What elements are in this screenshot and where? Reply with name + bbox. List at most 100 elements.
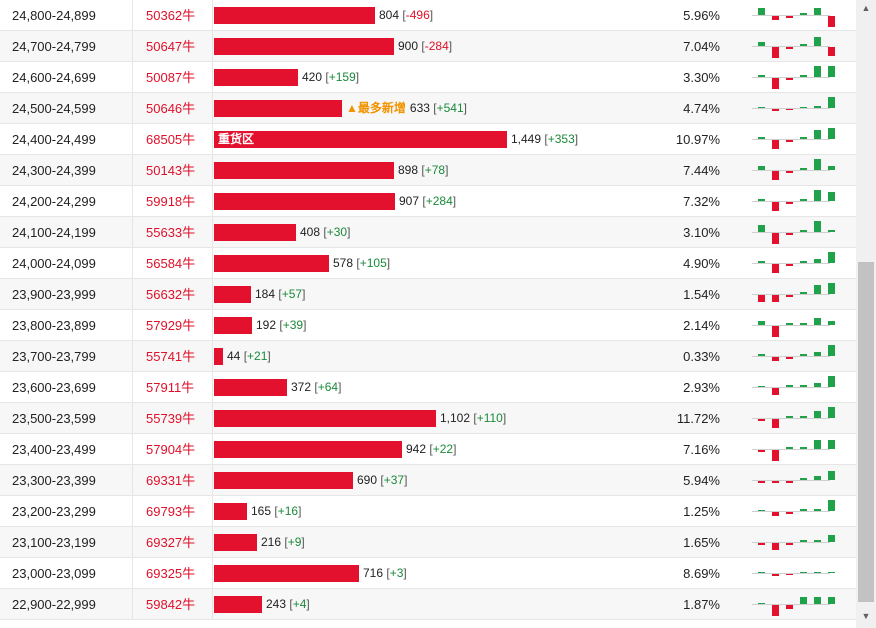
sparkline-chart (752, 372, 835, 403)
sparkline-bar (828, 230, 835, 232)
warrant-code-link[interactable]: 69325牛 (146, 566, 196, 581)
volume-change: +541 (436, 101, 464, 115)
warrant-code-link[interactable]: 56584牛 (146, 256, 196, 271)
sparkline-bar (772, 388, 779, 395)
volume-readout: 898 [+78] (398, 155, 448, 186)
warrant-code-link[interactable]: 55739牛 (146, 411, 196, 426)
bracket-open: [ (422, 194, 426, 208)
table-row[interactable]: 22,900-22,999 59842牛 243 [+4] 1.87% (0, 589, 856, 620)
table-row[interactable]: 23,400-23,499 57904牛 942 [+22] 7.16% (0, 434, 856, 465)
table-row[interactable]: 24,000-24,099 56584牛 578 [+105] 4.90% (0, 248, 856, 279)
sparkline-bar (828, 166, 835, 170)
warrant-code-link[interactable]: 50646牛 (146, 101, 196, 116)
volume-bar (214, 317, 252, 334)
column-divider (212, 527, 213, 557)
column-divider (132, 496, 133, 526)
warrant-code-link[interactable]: 50647牛 (146, 39, 196, 54)
sparkline-chart (752, 558, 835, 589)
column-divider (132, 93, 133, 123)
sparkline-bar (828, 597, 835, 604)
warrant-code-link[interactable]: 59842牛 (146, 597, 196, 612)
percentage-value: 11.72% (676, 411, 720, 426)
scroll-thumb[interactable] (858, 262, 874, 602)
volume-value: 716 (363, 566, 384, 580)
warrant-code-link[interactable]: 50143牛 (146, 163, 196, 178)
percentage-value: 1.25% (683, 504, 720, 519)
warrant-code-link[interactable]: 50362牛 (146, 8, 196, 23)
table-row[interactable]: 23,900-23,999 56632牛 184 [+57] 1.54% (0, 279, 856, 310)
sparkline-bar (786, 295, 793, 297)
column-divider (132, 62, 133, 92)
warrant-code-link[interactable]: 56632牛 (146, 287, 196, 302)
table-row[interactable]: 24,700-24,799 50647牛 900 [-284] 7.04% (0, 31, 856, 62)
column-divider (132, 31, 133, 61)
scroll-down-arrow-icon[interactable]: ▼ (861, 611, 871, 621)
volume-change: +22 (432, 442, 454, 456)
sparkline-bar (758, 107, 765, 108)
sparkline-bar (828, 376, 835, 387)
volume-readout: 192 [+39] (256, 310, 306, 341)
warrant-code-link[interactable]: 69327牛 (146, 535, 196, 550)
table-row[interactable]: 24,400-24,499 68505牛 重货区 1,449 [+353] 10.97% (0, 124, 856, 155)
table-row[interactable]: 24,600-24,699 50087牛 420 [+159] 3.30% (0, 62, 856, 93)
sparkline-bar (772, 47, 779, 58)
sparkline-baseline (752, 604, 830, 605)
sparkline-bar (800, 447, 807, 449)
volume-readout: 1,449 [+353] (511, 124, 578, 155)
warrant-code-link[interactable]: 69793牛 (146, 504, 196, 519)
heavy-zone-label: 重货区 (218, 132, 255, 146)
volume-value: 578 (333, 256, 354, 270)
sparkline-bar (828, 407, 835, 418)
sparkline-chart (752, 434, 835, 465)
sparkline-bar (772, 202, 779, 211)
table-row[interactable]: 23,200-23,299 69793牛 165 [+16] 1.25% (0, 496, 856, 527)
warrant-code-link[interactable]: 50087牛 (146, 70, 196, 85)
sparkline-bar (758, 295, 765, 302)
warrant-code-link[interactable]: 57929牛 (146, 318, 196, 333)
sparkline-baseline (752, 263, 830, 264)
sparkline-chart (752, 0, 835, 31)
sparkline-bar (800, 416, 807, 418)
warrant-code-link[interactable]: 68505牛 (146, 132, 196, 147)
sparkline-bar (758, 166, 765, 170)
sparkline-bar (800, 230, 807, 232)
bracket-open: [ (279, 318, 283, 332)
volume-change: +110 (476, 411, 503, 425)
bracket-close: ] (303, 318, 307, 332)
table-row[interactable]: 24,500-24,599 50646牛 ▲最多新增 633 [+541] 4.74% (0, 93, 856, 124)
table-row[interactable]: 24,100-24,199 55633牛 408 [+30] 3.10% (0, 217, 856, 248)
volume-bar (214, 596, 262, 613)
sparkline-bar (772, 295, 779, 302)
sparkline-bar (800, 354, 807, 356)
warrant-code-link[interactable]: 69331牛 (146, 473, 196, 488)
scroll-up-arrow-icon[interactable]: ▲ (861, 3, 871, 13)
bracket-close: ] (453, 442, 457, 456)
bracket-close: ] (502, 411, 507, 425)
volume-readout: 165 [+16] (251, 496, 301, 527)
table-row[interactable]: 23,800-23,899 57929牛 192 [+39] 2.14% (0, 310, 856, 341)
table-row[interactable]: 23,300-23,399 69331牛 690 [+37] 5.94% (0, 465, 856, 496)
vertical-scrollbar[interactable]: ▲ ▼ (856, 0, 876, 628)
volume-value: 165 (251, 504, 272, 518)
sparkline-bar (814, 540, 821, 542)
table-row[interactable]: 24,800-24,899 50362牛 804 [-496] 5.96% (0, 0, 856, 31)
warrant-code-link[interactable]: 57911牛 (146, 380, 195, 395)
sparkline-bar (786, 171, 793, 173)
warrant-code-link[interactable]: 57904牛 (146, 442, 196, 457)
column-divider (132, 155, 133, 185)
warrant-code-link[interactable]: 55633牛 (146, 225, 196, 240)
table-row[interactable]: 24,300-24,399 50143牛 898 [+78] 7.44% (0, 155, 856, 186)
volume-readout: 372 [+64] (291, 372, 341, 403)
table-row[interactable]: 23,600-23,699 57911牛 372 [+64] 2.93% (0, 372, 856, 403)
table-row[interactable]: 23,500-23,599 55739牛 1,102 [+110] 11.72% (0, 403, 856, 434)
table-row[interactable]: 23,100-23,199 69327牛 216 [+9] 1.65% (0, 527, 856, 558)
sparkline-bar (800, 44, 807, 46)
table-row[interactable]: 23,000-23,099 69325牛 716 [+3] 8.69% (0, 558, 856, 589)
sparkline-bar (772, 512, 779, 516)
price-range: 24,700-24,799 (12, 39, 96, 54)
warrant-code-link[interactable]: 55741牛 (146, 349, 196, 364)
sparkline-bar (800, 75, 807, 77)
table-row[interactable]: 23,700-23,799 55741牛 44 [+21] 0.33% (0, 341, 856, 372)
warrant-code-link[interactable]: 59918牛 (146, 194, 196, 209)
table-row[interactable]: 24,200-24,299 59918牛 907 [+284] 7.32% (0, 186, 856, 217)
